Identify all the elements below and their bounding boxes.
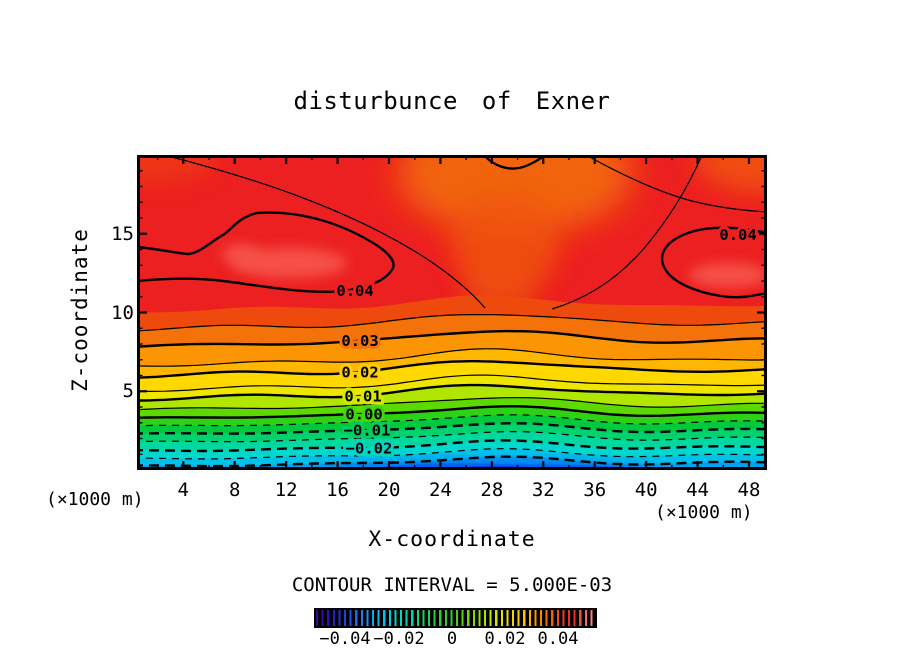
- contour-label: −0.01: [344, 422, 391, 440]
- colorbar-label: −0.04: [319, 629, 371, 649]
- chart-title: disturbunce of Exner: [293, 87, 611, 115]
- fill-soft-features: [137, 155, 767, 325]
- y-axis-tick-labels: 5 10 15: [0, 0, 134, 654]
- contour-labels: 0.03 0.02 0.010.00−0.01−0.02 0.04 0.04: [333, 223, 759, 460]
- y-axis-unit: (×1000 m): [46, 489, 144, 510]
- x-tick-label: 48: [737, 479, 761, 501]
- x-tick-label: 28: [480, 479, 504, 501]
- contour-label: −0.02: [346, 439, 393, 457]
- x-tick-label: 40: [634, 479, 658, 501]
- contour-label: 0.02: [341, 364, 378, 382]
- colorbar-stripes: [316, 610, 595, 626]
- x-tick-label: 4: [177, 479, 190, 501]
- colorbar-label: 0: [446, 629, 458, 649]
- x-tick-label: 20: [377, 479, 401, 501]
- x-tick-label: 12: [274, 479, 298, 501]
- x-tick-label: 44: [686, 479, 710, 501]
- fill-bands: [137, 295, 767, 470]
- contour-interval-text: CONTOUR INTERVAL = 5.000E-03: [291, 574, 613, 596]
- y-tick-label: 5: [122, 380, 134, 403]
- contour-lines: [137, 155, 767, 468]
- colorbar-label: −0.02: [373, 629, 425, 649]
- colorbar-label: 0.02: [484, 629, 526, 649]
- x-tick-label: 16: [326, 479, 350, 501]
- colorbar: [314, 608, 597, 628]
- x-tick-label: 24: [428, 479, 452, 501]
- contour-plot: 0.03 0.02 0.010.00−0.01−0.02 0.04 0.04: [137, 155, 767, 470]
- contour-label: 0.00: [345, 405, 382, 423]
- x-axis-label: X-coordinate: [368, 527, 536, 552]
- contour-label-high-left: 0.04: [336, 282, 373, 300]
- contour-label: 0.03: [341, 332, 378, 350]
- plot-border: [137, 155, 767, 470]
- contour-label-high-right: 0.04: [719, 226, 756, 244]
- colorbar-label: 0.04: [537, 629, 579, 649]
- contour-label: 0.01: [344, 387, 381, 405]
- x-tick-label: 36: [583, 479, 607, 501]
- y-tick-label: 10: [111, 301, 134, 324]
- x-tick-label: 32: [531, 479, 555, 501]
- x-tick-label: 8: [228, 479, 241, 501]
- y-tick-label: 15: [111, 222, 134, 245]
- x-axis-unit: (×1000 m): [655, 502, 753, 523]
